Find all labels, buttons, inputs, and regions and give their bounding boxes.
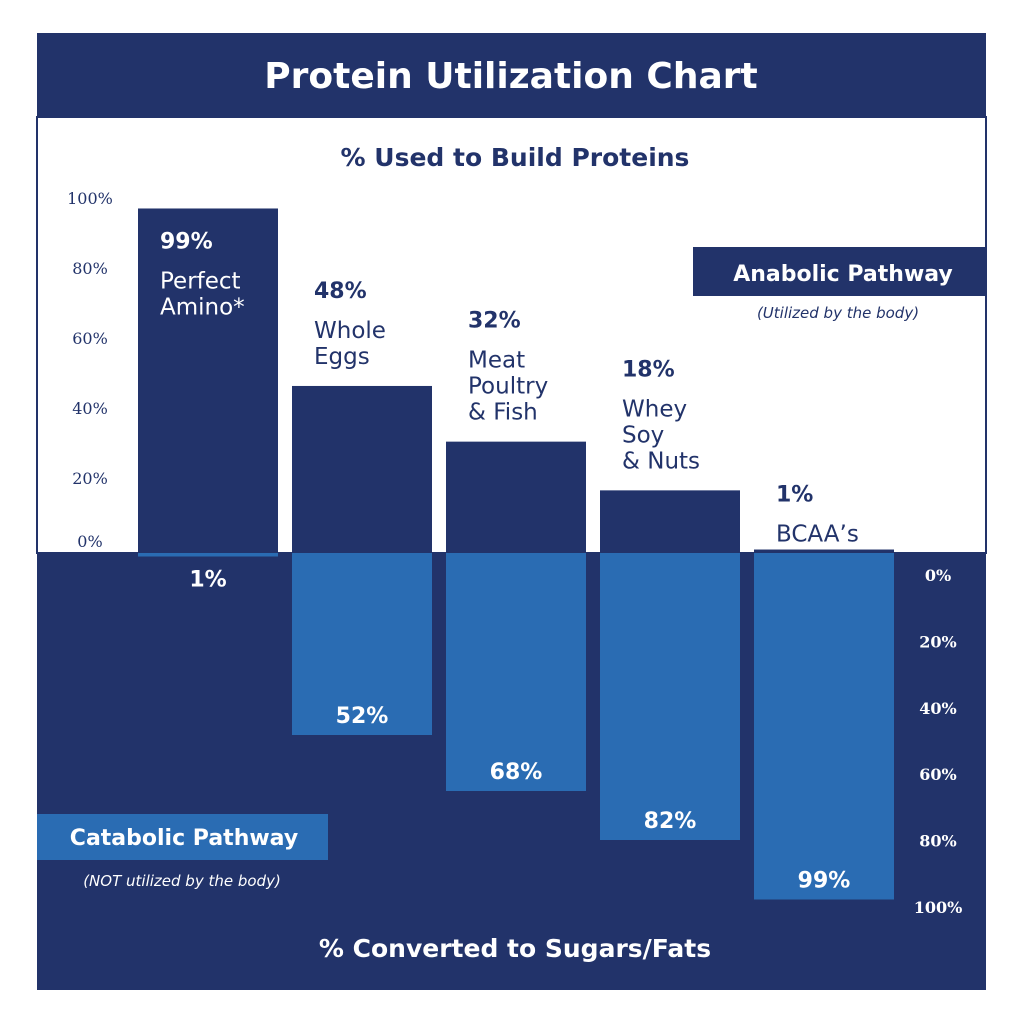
anabolic-value-label: 32%: [468, 309, 521, 334]
bottom-axis-title: % Converted to Sugars/Fats: [319, 934, 711, 963]
category-label: Whey: [622, 396, 687, 422]
anabolic-bar: [138, 208, 278, 554]
anabolic-legend-note: (Utilized by the body): [757, 304, 919, 322]
frame-top: [37, 33, 986, 117]
category-label: BCAA’s: [776, 522, 859, 548]
anabolic-bar: [600, 490, 740, 553]
right-tick-label: 0%: [925, 566, 951, 585]
anabolic-bar: [754, 549, 894, 553]
catabolic-legend-box: [37, 814, 328, 860]
anabolic-legend-label: Anabolic Pathway: [733, 262, 953, 287]
catabolic-legend-note: (NOT utilized by the body): [83, 872, 281, 890]
category-label: Poultry: [468, 374, 548, 400]
anabolic-value-label: 18%: [622, 357, 675, 382]
category-label: Eggs: [314, 344, 370, 370]
anabolic-value-label: 48%: [314, 279, 367, 304]
chart-title: Protein Utilization Chart: [264, 56, 757, 97]
anabolic-legend-box: [693, 247, 986, 296]
top-axis-title: % Used to Build Proteins: [341, 143, 690, 172]
right-tick-label: 60%: [919, 765, 956, 784]
catabolic-bar: [292, 553, 432, 735]
right-tick-label: 20%: [919, 632, 956, 651]
category-label: Whole: [314, 318, 386, 344]
category-label: & Fish: [468, 400, 538, 426]
left-tick-label: 80%: [72, 259, 108, 278]
catabolic-value-label: 82%: [644, 809, 697, 834]
category-label: Meat: [468, 348, 525, 374]
catabolic-value-label: 68%: [490, 760, 543, 785]
anabolic-value-label: 1%: [776, 483, 813, 508]
anabolic-bar: [446, 441, 586, 553]
catabolic-bar: [138, 553, 278, 557]
left-tick-label: 100%: [67, 189, 113, 208]
catabolic-legend-label: Catabolic Pathway: [70, 826, 298, 851]
category-label: Soy: [622, 422, 664, 448]
catabolic-bar: [754, 553, 894, 900]
catabolic-bar: [446, 553, 586, 791]
left-tick-label: 40%: [72, 399, 108, 418]
left-tick-label: 0%: [77, 532, 102, 551]
catabolic-value-label: 52%: [336, 704, 389, 729]
catabolic-bar: [600, 553, 740, 840]
category-label: Amino*: [160, 294, 245, 320]
category-label: Perfect: [160, 268, 241, 294]
right-tick-label: 100%: [914, 898, 963, 917]
right-tick-label: 80%: [919, 832, 956, 851]
anabolic-bar: [292, 385, 432, 553]
anabolic-value-label: 99%: [160, 229, 213, 254]
category-label: & Nuts: [622, 448, 700, 474]
right-tick-label: 40%: [919, 699, 956, 718]
catabolic-value-label: 1%: [189, 568, 226, 593]
catabolic-value-label: 99%: [798, 869, 851, 894]
left-tick-label: 20%: [72, 469, 108, 488]
left-tick-label: 60%: [72, 329, 108, 348]
